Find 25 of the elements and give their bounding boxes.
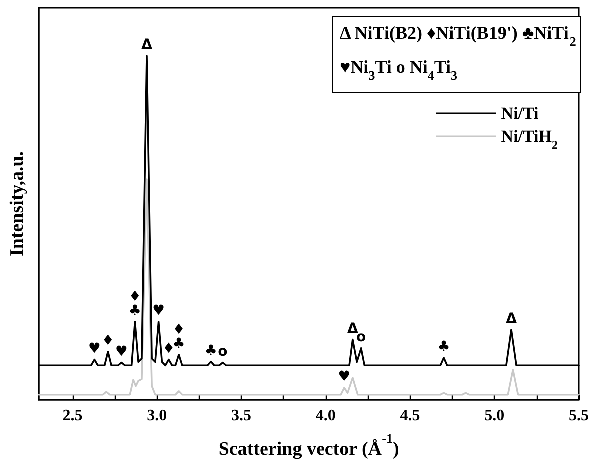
annotation: ♣ [204,342,218,359]
annotation: ♦ [162,340,176,357]
x-tick-label: 3.5 [232,408,252,424]
annotation: ♥ [152,302,166,319]
y-axis-title: Intensity,a.u. [7,151,28,257]
legend-label: Ni/Ti [501,104,540,123]
x-tick-label: 2.5 [62,408,83,424]
annotation: ♦ [102,332,114,349]
annotation: o [218,344,228,360]
annotation: ♥ [115,344,128,360]
annotation: ♦ [172,322,186,338]
annotation: Δ [506,310,518,327]
x-tick-label: 3.0 [147,408,168,424]
annotation: ♦ [128,288,142,305]
annotation: Δ [347,320,358,337]
x-tick-label: 4.0 [316,408,336,424]
x-tick-label: 5.0 [484,408,505,424]
annotation: ♥ [338,368,351,385]
x-tick-label: 5.5 [569,408,589,424]
annotation: ♣ [128,302,142,319]
annotation: Δ [142,37,153,54]
annotation: ♣ [438,339,450,356]
x-tick-label: 4.5 [400,408,420,424]
annotation: ♣ [172,336,186,352]
annotation: ♥ [88,340,101,357]
